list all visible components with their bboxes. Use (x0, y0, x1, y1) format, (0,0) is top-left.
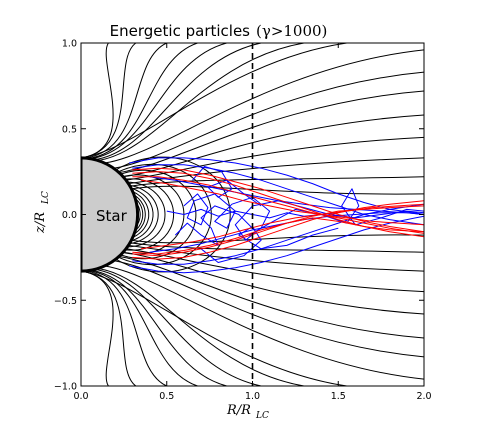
particle-track-0-1 (132, 164, 424, 226)
open-field-line-4-lower (123, 251, 424, 315)
particle-track-0-3 (128, 215, 424, 274)
y-tick-label: −0.5 (54, 296, 77, 307)
particle-track-1-6 (140, 179, 424, 226)
open-field-line-8-lower (131, 234, 424, 244)
open-field-line-9-upper (97, 43, 305, 161)
open-field-line-12-upper (88, 43, 198, 159)
open-field-line-11-upper (90, 43, 227, 160)
particle-track-0-5 (174, 200, 424, 246)
star-label: Star (96, 207, 128, 225)
open-field-line-10-upper (94, 43, 262, 161)
open-field-line-11-lower (90, 269, 227, 386)
chart-title-math: (γ>1000) (256, 22, 327, 40)
particle-track-0-6 (149, 176, 424, 215)
open-field-line-9-lower (97, 268, 305, 386)
x-tick-label: 1.0 (245, 391, 260, 402)
particle-track-1-7 (140, 203, 424, 250)
y-axis-label: z/R LC (33, 191, 51, 234)
x-axis-label: R/R LC (226, 403, 269, 421)
open-field-line-6-upper (128, 157, 424, 185)
open-field-line-5-lower (125, 248, 424, 293)
open-field-line-0-lower (81, 270, 347, 386)
particle-track-1-0 (132, 167, 424, 233)
particle-track-0-9 (200, 226, 339, 263)
y-axis-label-sub: LC (41, 191, 51, 205)
particle-track-1-3 (132, 200, 424, 260)
y-axis-label-main: z/R (33, 212, 48, 234)
x-axis-label-main: R/R (226, 403, 251, 418)
chart-title: Energetic particles (110, 22, 251, 40)
open-field-line-8-upper (131, 185, 424, 195)
open-field-line-4-upper (123, 114, 424, 178)
open-field-line-6-lower (128, 244, 424, 272)
y-tick-label: 0.0 (62, 210, 77, 221)
y-tick-label: −1.0 (54, 382, 77, 393)
open-field-line-15-lower (81, 270, 114, 386)
plot-area (81, 43, 424, 386)
open-field-line-12-lower (88, 270, 198, 386)
open-field-line-7-lower (129, 242, 424, 253)
star-disk (81, 156, 140, 273)
particle-track-0-8 (192, 166, 262, 207)
x-tick-label: 0.5 (159, 391, 174, 402)
open-field-line-13-lower (85, 270, 167, 386)
open-field-line-1-upper (104, 49, 424, 164)
open-field-line-0-upper (81, 43, 347, 159)
particle-track-1-2 (132, 176, 424, 234)
particle-track-0-4 (183, 188, 424, 236)
x-axis-label-sub: LC (255, 411, 269, 421)
y-tick-label: 0.5 (62, 124, 77, 135)
particle-track-1-4 (132, 205, 424, 257)
open-field-line-1-lower (104, 265, 424, 380)
open-field-line-15-upper (81, 43, 114, 159)
x-tick-label: 0.0 (73, 391, 88, 402)
particle-track-1-5 (132, 217, 424, 255)
open-field-line-5-upper (125, 136, 424, 181)
y-tick-label: 1.0 (62, 39, 77, 50)
open-field-line-13-upper (85, 43, 167, 159)
open-field-line-7-upper (129, 176, 424, 187)
x-tick-label: 1.5 (331, 391, 346, 402)
open-field-line-10-lower (94, 268, 262, 386)
x-tick-label: 2.0 (416, 391, 431, 402)
